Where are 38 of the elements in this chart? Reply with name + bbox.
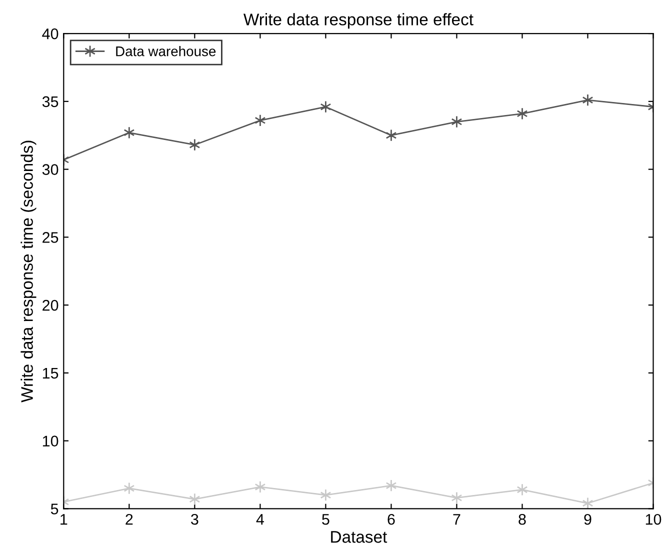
point xyxy=(582,497,594,509)
x-tick-label: 9 xyxy=(584,514,592,525)
x-tick-label: 8 xyxy=(518,514,526,525)
y-tick-label: 35 xyxy=(42,96,58,108)
y-tick-label: 10 xyxy=(42,436,58,446)
point xyxy=(189,492,200,506)
point xyxy=(320,488,332,502)
x-tick-label: 2 xyxy=(126,514,133,525)
point xyxy=(320,100,332,114)
point xyxy=(516,107,528,120)
point xyxy=(582,94,594,106)
x-axis-title: Dataset xyxy=(331,531,388,543)
legend-label: Data warehouse xyxy=(116,46,216,56)
point xyxy=(516,483,528,496)
point xyxy=(386,479,397,492)
y-tick-label: 15 xyxy=(42,368,58,379)
y-tick-label: 5 xyxy=(50,504,58,514)
y-tick-label: 20 xyxy=(42,300,58,311)
point xyxy=(189,138,200,152)
point xyxy=(254,114,266,127)
y-tick-label: 40 xyxy=(42,28,58,40)
y-tick-label: 30 xyxy=(42,164,58,175)
x-tick-label: 10 xyxy=(646,514,662,525)
y-axis-title: Write data response time (seconds) xyxy=(20,140,36,402)
point xyxy=(124,126,135,139)
point xyxy=(124,482,135,495)
x-tick-label: 5 xyxy=(322,514,330,525)
chart-title: Write data response time effect xyxy=(243,13,474,29)
x-tick-label: 4 xyxy=(256,514,264,525)
y-tick-label: 25 xyxy=(42,232,58,243)
x-tick-label: 6 xyxy=(388,514,395,525)
point xyxy=(451,492,462,504)
point xyxy=(386,129,397,142)
point xyxy=(254,480,266,494)
x-tick-label: 3 xyxy=(191,514,198,525)
x-tick-label: 1 xyxy=(60,514,68,525)
point xyxy=(451,116,462,128)
x-tick-label: 7 xyxy=(453,514,460,525)
